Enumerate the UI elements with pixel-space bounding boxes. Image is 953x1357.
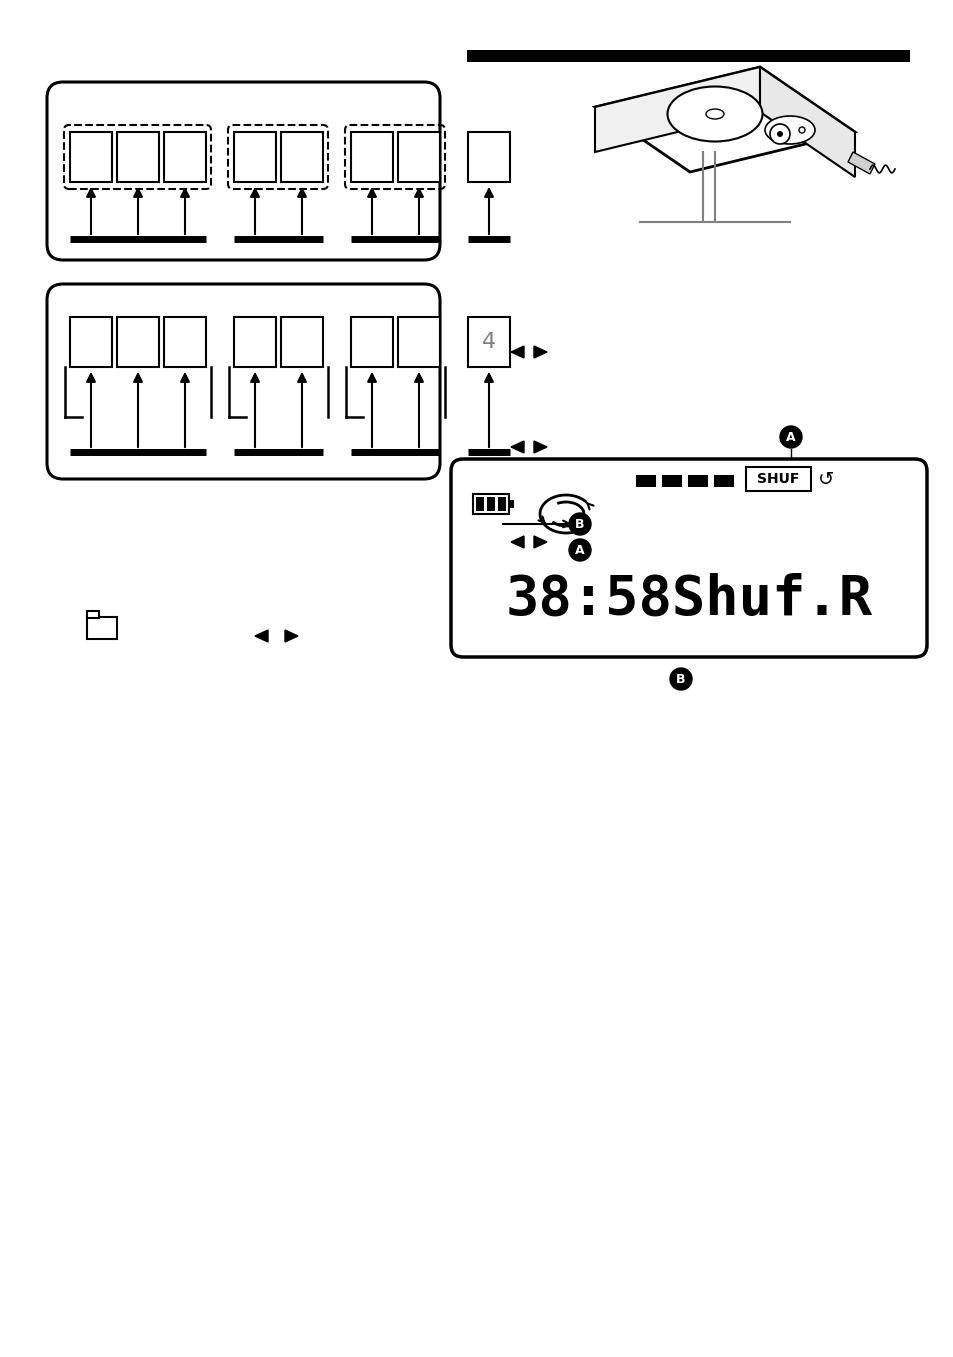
Bar xyxy=(636,475,656,487)
Polygon shape xyxy=(534,346,546,358)
FancyBboxPatch shape xyxy=(451,459,926,657)
Bar xyxy=(473,494,509,514)
Circle shape xyxy=(776,132,782,137)
Circle shape xyxy=(568,513,590,535)
Bar xyxy=(117,132,159,182)
Ellipse shape xyxy=(667,87,761,141)
Text: A: A xyxy=(785,430,795,444)
Circle shape xyxy=(769,123,789,144)
Polygon shape xyxy=(511,346,523,358)
Bar xyxy=(164,132,206,182)
Bar xyxy=(509,499,514,508)
FancyBboxPatch shape xyxy=(47,81,439,261)
Text: B: B xyxy=(575,517,584,531)
Polygon shape xyxy=(254,630,268,642)
Bar xyxy=(713,475,733,487)
Polygon shape xyxy=(595,66,760,152)
Bar xyxy=(164,318,206,366)
Text: A: A xyxy=(575,544,584,556)
Polygon shape xyxy=(511,536,523,548)
Bar xyxy=(70,318,112,366)
Circle shape xyxy=(799,128,804,133)
Bar xyxy=(687,475,707,487)
Bar xyxy=(661,475,681,487)
Polygon shape xyxy=(534,441,546,453)
Bar xyxy=(467,50,909,62)
Text: B: B xyxy=(676,673,685,685)
Text: SHUF: SHUF xyxy=(756,472,799,486)
Polygon shape xyxy=(285,630,297,642)
Circle shape xyxy=(780,426,801,448)
Bar xyxy=(117,318,159,366)
Circle shape xyxy=(669,668,691,689)
Bar xyxy=(486,497,495,512)
Bar xyxy=(397,318,439,366)
Bar xyxy=(468,132,510,182)
Polygon shape xyxy=(847,152,874,174)
Bar xyxy=(351,132,393,182)
FancyBboxPatch shape xyxy=(47,284,439,479)
Bar xyxy=(476,497,483,512)
Circle shape xyxy=(568,539,590,560)
Polygon shape xyxy=(760,66,854,176)
Bar xyxy=(70,132,112,182)
Bar xyxy=(233,318,275,366)
Text: ↺: ↺ xyxy=(817,470,833,489)
Text: 38:58Shuf.R: 38:58Shuf.R xyxy=(505,573,872,626)
Bar xyxy=(745,467,810,491)
Text: 4: 4 xyxy=(481,332,496,351)
Bar xyxy=(87,611,99,617)
Bar xyxy=(497,497,505,512)
Polygon shape xyxy=(511,441,523,453)
Polygon shape xyxy=(534,536,546,548)
Bar xyxy=(397,132,439,182)
Bar xyxy=(281,318,323,366)
Bar xyxy=(281,132,323,182)
Ellipse shape xyxy=(764,115,814,144)
Bar xyxy=(351,318,393,366)
Bar xyxy=(468,318,510,366)
Polygon shape xyxy=(595,66,854,172)
Bar xyxy=(87,617,117,639)
Bar xyxy=(233,132,275,182)
Ellipse shape xyxy=(705,109,723,119)
